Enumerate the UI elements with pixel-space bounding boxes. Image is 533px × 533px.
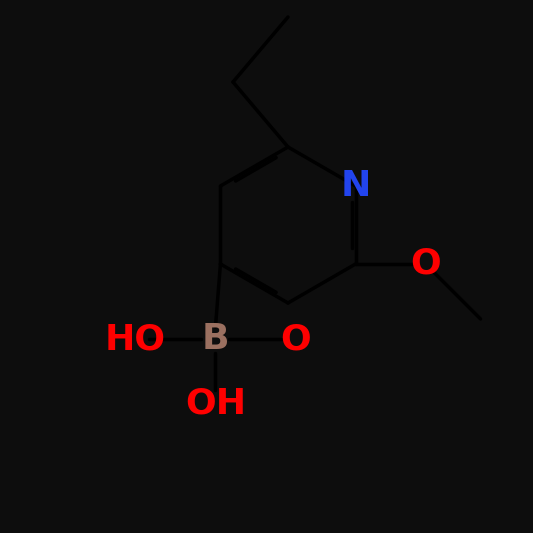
Text: O: O [410, 247, 441, 281]
Text: HO: HO [105, 322, 166, 356]
Text: OH: OH [185, 387, 246, 421]
Text: O: O [280, 322, 311, 356]
Text: N: N [341, 169, 371, 203]
Text: B: B [201, 322, 229, 356]
